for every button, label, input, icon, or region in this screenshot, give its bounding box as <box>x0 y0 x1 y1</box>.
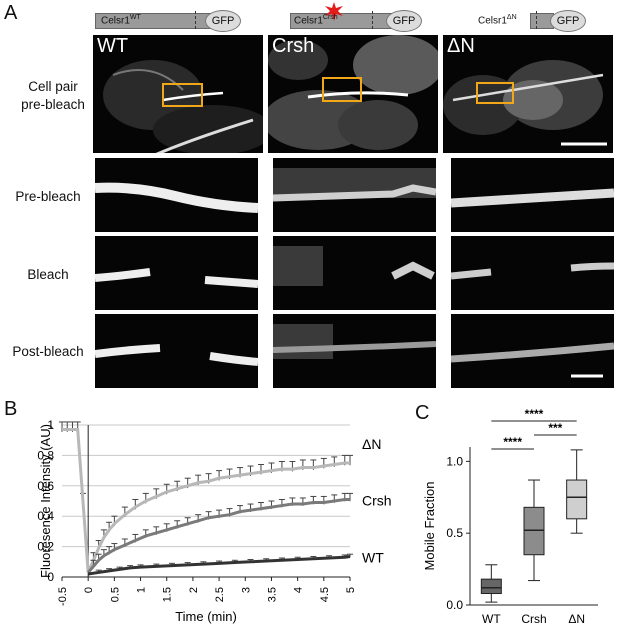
row-label-pre-bleach: Pre-bleach <box>15 189 81 204</box>
y-tick-label: 0.2 <box>37 540 54 554</box>
cell-pair-image-crsh: Crsh <box>268 35 438 153</box>
y-tick-label: 1.0 <box>446 454 463 468</box>
mutation-star-icon <box>325 2 343 21</box>
y-tick-label: 0.5 <box>446 526 463 540</box>
x-tick-label: 4.5 <box>319 587 331 602</box>
roi-box <box>162 83 203 107</box>
row-label-post-bleach: Post-bleach <box>12 344 84 359</box>
zoom-image-wt-post-bleach <box>95 314 258 388</box>
row-label-bleach: Bleach <box>27 267 69 282</box>
x-tick-label: 0.5 <box>109 587 121 602</box>
y-tick-label: 0.4 <box>37 509 54 523</box>
x-tick-label: 0 <box>83 587 95 593</box>
x-tick-label: ΔN <box>568 612 585 626</box>
zoom-image-dn-post-bleach <box>451 314 614 388</box>
x-axis-label: Time (min) <box>175 609 237 624</box>
zoom-image-crsh-post-bleach <box>273 314 436 388</box>
x-tick-label: WT <box>482 612 501 626</box>
panel-label-a: A <box>4 2 18 24</box>
x-tick-label: 3.5 <box>266 587 278 602</box>
series-label: Crsh <box>362 492 392 508</box>
zoom-image-dn-pre-bleach <box>451 158 614 232</box>
panel-label-c: C <box>415 402 430 424</box>
gfp-tag: GFP <box>550 10 586 32</box>
row-label-cell-pair: Cell pair pre-bleach <box>21 79 85 112</box>
significance-label: **** <box>525 407 544 421</box>
zoom-image-crsh-pre-bleach <box>273 158 436 232</box>
construct-wt: Celsr1WT GFP <box>95 10 265 32</box>
frap-line-chart: 00.20.40.60.81-0.5 0 0.5 1 1.5 2 2.5 3 3.5 4 4.5 5T… <box>37 418 392 624</box>
significance-label: *** <box>548 421 562 435</box>
y-tick-label: 0.8 <box>37 448 54 462</box>
column-label-crsh: Crsh <box>272 35 315 57</box>
box-WT <box>480 578 502 595</box>
zoom-image-wt-pre-bleach <box>95 158 258 232</box>
series-line-WT <box>87 554 351 576</box>
series-line-ΔN <box>62 428 350 574</box>
zoom-image-crsh-bleach <box>273 236 436 310</box>
x-tick-label: 4 <box>293 587 305 593</box>
zoom-image-wt-bleach <box>95 236 258 310</box>
x-tick-label: 1.5 <box>162 587 174 602</box>
y-tick-label: 1 <box>47 418 54 432</box>
cell-pair-image-wt: WT <box>93 35 263 153</box>
significance-label: **** <box>503 435 522 449</box>
construct-crsh-label: Celsr1Crsh <box>294 14 338 27</box>
x-tick-label: Crsh <box>521 612 546 626</box>
series-line-Crsh <box>87 497 350 574</box>
column-label-wt: WT <box>97 35 129 57</box>
y-tick-label: 0.0 <box>446 598 463 612</box>
panel-label-b: B <box>4 398 18 420</box>
y-axis-label: Mobile Fraction <box>422 482 437 571</box>
series-label: ΔN <box>362 436 381 452</box>
x-tick-label: -0.5 <box>57 587 69 606</box>
x-tick-label: 2.5 <box>214 587 226 602</box>
y-tick-label: 0 <box>47 570 54 584</box>
roi-box <box>322 77 362 102</box>
zoom-image-dn-bleach <box>451 236 614 310</box>
cell-pair-image-dn: ΔN <box>443 35 613 153</box>
construct-dn-label: Celsr1ΔN <box>478 14 517 27</box>
column-label-dn: ΔN <box>447 35 475 57</box>
construct-crsh: Celsr1Crsh GFP <box>290 2 460 32</box>
construct-dn: Celsr1ΔN GFP <box>478 10 617 32</box>
box-ΔN <box>566 479 588 520</box>
x-tick-label: 2 <box>188 587 200 593</box>
gfp-tag: GFP <box>386 10 422 32</box>
y-tick-label: 0.6 <box>37 479 54 493</box>
gfp-tag: GFP <box>205 10 241 32</box>
x-tick-label: 3 <box>240 587 252 593</box>
x-tick-label: 5 <box>345 587 357 593</box>
roi-box <box>476 82 514 104</box>
construct-wt-label: Celsr1WT <box>101 14 141 27</box>
series-label: WT <box>362 549 384 565</box>
y-axis-label: Fluoresence Intensity (AU) <box>38 424 53 578</box>
x-tick-label: 1 <box>136 587 148 593</box>
